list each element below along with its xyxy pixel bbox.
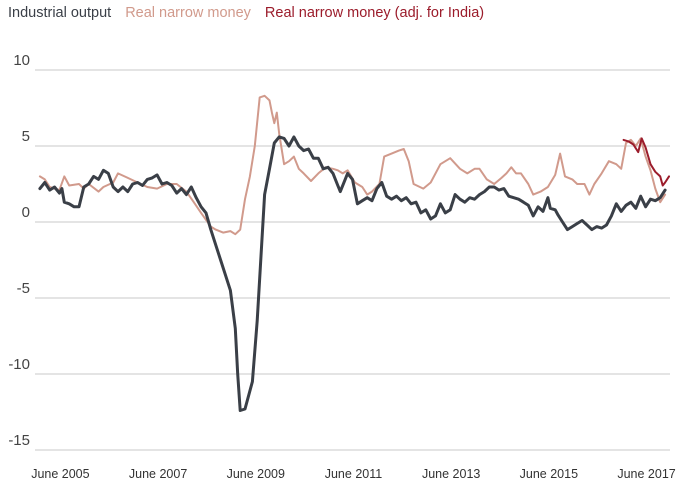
y-tick-label: -10 (8, 356, 30, 373)
y-tick-label: 5 (22, 128, 30, 145)
series-line-1 (622, 137, 670, 187)
x-tick-label: June 2015 (520, 467, 578, 481)
legend-entry-2: Real narrow money (adj. for India) (264, 5, 485, 21)
x-tick-label: June 2017 (617, 467, 675, 481)
x-tick-label: June 2011 (325, 467, 383, 481)
legend-entry-1: Real narrow money (125, 5, 251, 21)
x-tick-label: June 2013 (422, 467, 480, 481)
legend: Industrial output Real narrow money Real n… (8, 5, 498, 21)
legend-entry-0: Industrial output (8, 5, 112, 21)
x-tick-label: June 2007 (129, 467, 187, 481)
y-tick-label: 10 (13, 52, 30, 69)
y-tick-label: -15 (8, 432, 30, 449)
y-tick-label: -5 (17, 280, 30, 297)
x-tick-label: June 2005 (31, 467, 89, 481)
x-tick-label: June 2009 (227, 467, 285, 481)
series-line-0 (38, 94, 667, 236)
y-tick-label: 0 (22, 204, 30, 221)
series-line-2 (38, 135, 667, 412)
